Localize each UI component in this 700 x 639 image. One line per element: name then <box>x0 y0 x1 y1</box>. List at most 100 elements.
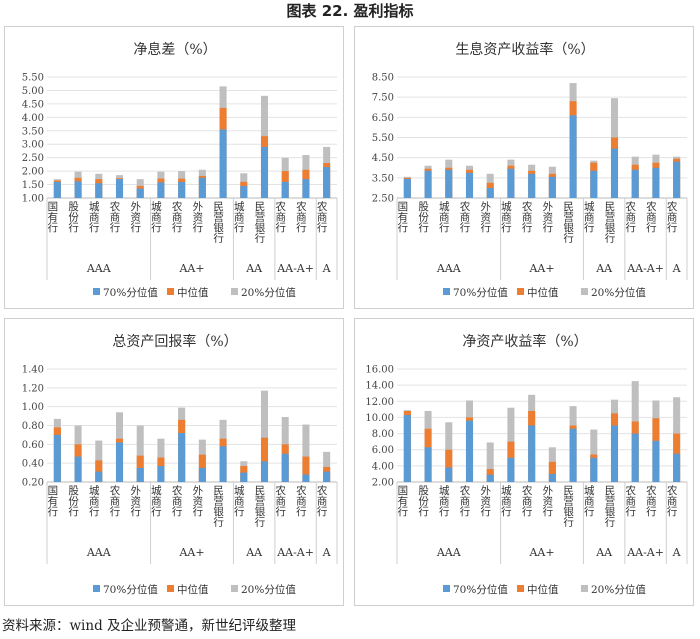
bar-p70 <box>590 457 598 482</box>
legend-label: 中位值 <box>527 286 559 299</box>
category-label: 农商行 <box>109 200 121 233</box>
bar-p70 <box>323 471 331 482</box>
y-tick-label: 7.50 <box>372 93 394 104</box>
y-tick-label: 1.20 <box>22 383 44 394</box>
group-label: AA-A+ <box>276 262 314 275</box>
bar-p70 <box>610 425 619 482</box>
legend-swatch <box>581 585 588 592</box>
y-tick-label: 3.50 <box>22 126 44 137</box>
bar-p70 <box>53 181 61 198</box>
category-label: 农商行 <box>295 484 307 517</box>
category-label: 外资行 <box>191 201 203 233</box>
legend-swatch <box>93 288 100 295</box>
bar-p70 <box>652 167 660 198</box>
bar-p70 <box>95 471 103 482</box>
category-label: 国有行 <box>46 485 58 517</box>
bar-p70 <box>403 415 411 482</box>
category-label: 农商行 <box>624 484 636 517</box>
bar-p70 <box>424 170 432 198</box>
legend-swatch <box>167 288 174 295</box>
group-label: AA <box>245 546 263 559</box>
group-label: AA-A+ <box>626 262 664 275</box>
chart-roa: 总资产回报率（%） 0.20 0.40 0.60 0.80 1.00 1.20 1.40 国有行… <box>22 333 338 596</box>
legend-swatch <box>443 585 450 592</box>
y-tick-label: 4.50 <box>22 99 44 110</box>
chart-panel-net-interest-margin: 净息差（%） 1.00 1.50 2.00 2.50 3.00 3.50 4.00 4.50 5.… <box>4 26 344 309</box>
bar-p70 <box>53 434 61 482</box>
y-tick-label: 3.50 <box>372 173 394 184</box>
legend-swatch <box>93 585 100 592</box>
legend-swatch <box>231 288 238 295</box>
y-tick-label: 2.50 <box>22 153 44 164</box>
bar-p70 <box>74 181 82 198</box>
bar-p70 <box>548 473 556 482</box>
category-label: 城商行 <box>88 485 100 517</box>
bar-p70 <box>652 440 660 482</box>
category-label: 城商行 <box>500 485 512 517</box>
category-label: 农商行 <box>295 200 307 233</box>
group-label: AAA <box>436 262 462 275</box>
y-tick-label: 8.50 <box>372 73 394 84</box>
chart-net-interest-margin: 净息差（%） 1.00 1.50 2.00 2.50 3.00 3.50 4.00 4.50 5.… <box>22 41 338 299</box>
group-label: AA-A+ <box>626 546 664 559</box>
y-tick-label: 0.60 <box>22 440 44 451</box>
category-label: 农商行 <box>521 484 533 517</box>
y-tick-label: 12.00 <box>365 397 394 408</box>
category-label: 农商行 <box>274 484 286 517</box>
bar-p70 <box>178 433 186 482</box>
bar-p70 <box>157 465 165 482</box>
bar-p70 <box>302 179 310 198</box>
bar-p70 <box>631 433 639 482</box>
bar-p70 <box>569 428 577 482</box>
bar-p70 <box>260 146 269 198</box>
bar-median <box>95 460 103 482</box>
category-label: 农商行 <box>316 200 328 233</box>
group-label: AA+ <box>528 262 554 275</box>
bar-p70 <box>548 176 556 198</box>
category-label: 农商行 <box>666 484 678 517</box>
y-tick-label: 8.00 <box>372 429 394 440</box>
y-tick-label: 0.20 <box>22 478 44 489</box>
legend-swatch <box>517 585 524 592</box>
bar-p70 <box>465 172 474 198</box>
bar-p70 <box>281 181 289 198</box>
bar-p70 <box>136 467 144 482</box>
chart-roe: 净资产收益率（%） 2.00 4.00 6.00 8.00 10.00 12.00 14.00… <box>365 333 688 596</box>
bar-median <box>302 456 310 482</box>
y-tick-label: 14.00 <box>365 381 394 392</box>
group-label: A <box>322 546 332 559</box>
category-label: 城商行 <box>438 201 450 233</box>
category-label: 民营银行 <box>562 201 574 244</box>
bar-p70 <box>95 183 103 198</box>
category-label: 城商行 <box>583 485 595 517</box>
y-tick-label: 2.50 <box>372 194 394 205</box>
category-label: 农商行 <box>645 484 657 517</box>
group-label: AA <box>595 262 613 275</box>
group-label: AA-A+ <box>276 546 314 559</box>
category-label: 农商行 <box>109 484 121 517</box>
category-label: 城商行 <box>233 201 245 233</box>
bar-p70 <box>240 472 248 482</box>
legend-label: 70%分位值 <box>103 583 158 596</box>
group-label: AA+ <box>528 546 554 559</box>
category-label: 民营银行 <box>212 485 224 528</box>
y-tick-label: 1.40 <box>22 365 44 376</box>
legend-label: 70%分位值 <box>453 286 508 299</box>
bar-p70 <box>302 474 310 482</box>
bar-p70 <box>507 457 515 482</box>
category-label: 农商行 <box>171 200 183 233</box>
bar-p70 <box>136 188 144 198</box>
bar-p70 <box>260 461 269 482</box>
bar-median <box>260 437 269 482</box>
y-tick-label: 10.00 <box>365 413 394 424</box>
category-label: 外资行 <box>129 485 141 517</box>
y-tick-label: 1.00 <box>22 402 44 413</box>
bar-p70 <box>465 420 474 482</box>
bar-p70 <box>528 425 536 482</box>
y-tick-label: 1.00 <box>22 194 44 205</box>
y-tick-label: 4.50 <box>372 153 394 164</box>
bar-p70 <box>631 169 639 198</box>
bar-p70 <box>115 442 124 482</box>
category-label: 农商行 <box>645 200 657 233</box>
legend-label: 中位值 <box>527 583 559 596</box>
